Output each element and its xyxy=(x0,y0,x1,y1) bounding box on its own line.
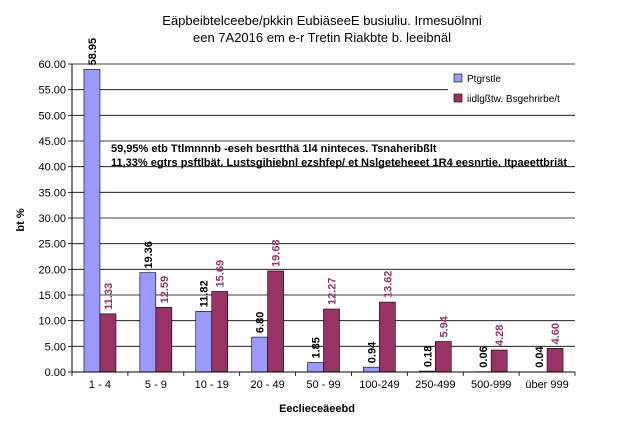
y-tick-label: 50.00 xyxy=(38,110,66,122)
data-label-series-2: 13.62 xyxy=(382,271,394,299)
bars xyxy=(83,69,564,373)
x-axis-label: Eeclieceäeebd xyxy=(279,403,355,415)
data-label-series-2: 12.59 xyxy=(159,276,171,304)
bar-series-2 xyxy=(155,307,173,373)
x-tick-label: 5 - 9 xyxy=(145,379,167,391)
x-tick-label: 20 - 49 xyxy=(250,379,284,391)
axes xyxy=(71,64,575,373)
legend-label-series-2: iidlgßtw. Bsgehrirbe/t xyxy=(467,94,560,105)
data-label-series-1: 0.94 xyxy=(366,341,378,363)
legend-label-series-1: Ptgrstle xyxy=(467,74,501,85)
annotation-line-1: 59,95% etb Ttlmnnnb -eseh besrtthä 1l4 n… xyxy=(111,143,437,155)
x-axis-ticks: 1 - 4 5 - 9 10 - 19 20 - 49 50 - 99 100-249 25… xyxy=(71,372,576,391)
data-label-series-1: 0.18 xyxy=(422,346,434,367)
y-tick-label: 5.00 xyxy=(45,341,66,353)
x-tick-label: über 999 xyxy=(525,379,568,391)
data-label-series-2: 5.94 xyxy=(438,315,450,337)
bar-series-2 xyxy=(546,348,564,373)
data-label-series-1: 0.06 xyxy=(478,346,490,367)
legend-swatch-series-2 xyxy=(453,93,463,103)
chart-title-line-2: een 7A2016 em e-r Tretin Riakbte b. leei… xyxy=(193,30,451,45)
bar-series-2 xyxy=(211,291,229,373)
data-label-series-2: 12.27 xyxy=(327,277,339,305)
x-tick-label: 100-249 xyxy=(359,379,399,391)
data-label-series-1: 58.95 xyxy=(87,38,99,66)
y-tick-label: 35.00 xyxy=(38,187,66,199)
data-label-series-2: 4.28 xyxy=(494,325,506,346)
y-tick-label: 55.00 xyxy=(38,85,66,97)
data-label-series-1: 6.80 xyxy=(255,312,267,333)
bar-series-2 xyxy=(267,270,284,373)
data-label-series-1: 19.36 xyxy=(143,241,155,269)
legend-box xyxy=(448,66,576,112)
data-label-series-1: 11.82 xyxy=(199,280,211,307)
bar-series-2 xyxy=(490,349,508,373)
bar-series-1 xyxy=(251,336,268,373)
bar-series-1 xyxy=(195,311,213,373)
y-axis-label: bt % xyxy=(15,208,27,231)
data-label-series-2: 15.69 xyxy=(215,260,227,288)
data-label-series-2: 19.68 xyxy=(271,239,283,267)
bar-series-2 xyxy=(379,301,396,373)
y-tick-label: 15.00 xyxy=(38,290,66,302)
y-tick-label: 0.00 xyxy=(45,367,66,379)
legend: Ptgrstle iidlgßtw. Bsgehrirbe/t xyxy=(448,66,576,112)
y-tick-label: 40.00 xyxy=(38,162,66,174)
chart-title-line-1: Eäpbeibtelceebe/pkkin EubiäseeE busiuliu… xyxy=(162,13,482,28)
bar-series-2 xyxy=(323,308,340,373)
data-label-series-2: 11.33 xyxy=(103,283,115,310)
legend-swatch-series-1 xyxy=(453,73,463,83)
bar-series-1 xyxy=(363,366,380,373)
y-axis-ticks: 0.00 5.00 10.00 15.00 20.00 25.00 30.00 35.00 40… xyxy=(38,59,72,379)
annotation: 59,95% etb Ttlmnnnb -eseh besrtthä 1l4 n… xyxy=(111,143,567,169)
y-tick-label: 25.00 xyxy=(38,239,66,251)
x-tick-label: 1 - 4 xyxy=(89,379,111,391)
data-label-series-1: 0.04 xyxy=(534,346,546,368)
y-tick-label: 60.00 xyxy=(38,59,66,71)
y-tick-label: 30.00 xyxy=(38,213,66,225)
y-tick-label: 10.00 xyxy=(38,316,66,328)
annotation-line-2: 11,33% egtrs psftlbät. Lustsgihiebnl ezs… xyxy=(111,157,567,169)
x-tick-label: 50 - 99 xyxy=(306,379,340,391)
data-label-series-2: 4.60 xyxy=(550,323,562,344)
data-labels: 58.95 11.33 19.36 12.59 11.82 15.69 6.80 19.68 1… xyxy=(87,38,562,368)
bar-series-2 xyxy=(434,341,452,373)
bar-series-1 xyxy=(139,272,157,373)
bar-series-1 xyxy=(83,69,101,373)
x-tick-label: 10 - 19 xyxy=(195,379,229,391)
y-tick-label: 20.00 xyxy=(38,264,66,276)
data-label-series-1: 1.85 xyxy=(311,337,323,358)
bar-series-2 xyxy=(99,313,117,373)
y-tick-label: 45.00 xyxy=(38,136,66,148)
x-tick-label: 500-999 xyxy=(471,379,511,391)
x-tick-label: 250-499 xyxy=(415,379,455,391)
bar-series-1 xyxy=(307,362,324,373)
